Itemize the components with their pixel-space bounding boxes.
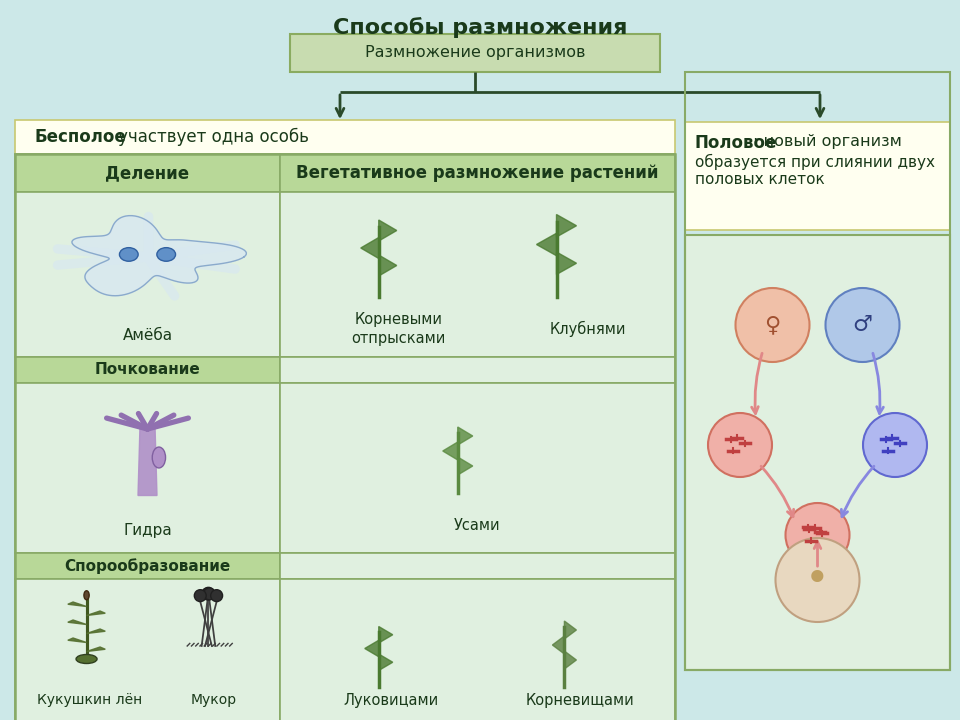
- Bar: [15, 120, 675, 154]
- Bar: [280, 192, 675, 357]
- Polygon shape: [564, 621, 576, 639]
- Text: Корневыми
отпрысками: Корневыми отпрысками: [351, 312, 445, 346]
- Polygon shape: [379, 626, 393, 643]
- Bar: [290, 34, 660, 72]
- Text: половых клеток: половых клеток: [695, 172, 825, 187]
- Text: Половое: Половое: [695, 134, 778, 152]
- Polygon shape: [537, 233, 557, 256]
- Text: ♂: ♂: [852, 315, 873, 335]
- Polygon shape: [361, 238, 379, 258]
- Ellipse shape: [84, 590, 89, 600]
- Bar: [280, 383, 675, 553]
- Bar: [685, 122, 950, 230]
- Circle shape: [776, 538, 859, 622]
- Text: Спорообразование: Спорообразование: [64, 558, 230, 574]
- Text: Гидра: Гидра: [123, 523, 172, 539]
- Bar: [280, 579, 675, 720]
- Text: : участвует одна особь: : участвует одна особь: [107, 128, 309, 146]
- Circle shape: [826, 288, 900, 362]
- Circle shape: [210, 590, 223, 602]
- Polygon shape: [557, 252, 577, 274]
- Ellipse shape: [153, 447, 165, 468]
- Polygon shape: [552, 636, 564, 654]
- Circle shape: [708, 413, 772, 477]
- Text: Мукор: Мукор: [191, 693, 237, 707]
- Polygon shape: [458, 457, 472, 475]
- Bar: [15, 579, 280, 720]
- Bar: [280, 154, 675, 192]
- Bar: [280, 553, 675, 579]
- Bar: [15, 383, 280, 553]
- Text: •: •: [805, 559, 829, 601]
- Bar: [685, 72, 950, 670]
- Bar: [280, 357, 675, 383]
- Polygon shape: [379, 654, 393, 670]
- Text: Почкование: Почкование: [95, 362, 201, 377]
- Polygon shape: [86, 629, 106, 634]
- Bar: [15, 154, 675, 720]
- Polygon shape: [138, 429, 157, 495]
- Polygon shape: [68, 638, 86, 642]
- Text: Клубнями: Клубнями: [550, 321, 626, 337]
- Polygon shape: [68, 602, 86, 606]
- Text: Способы размножения: Способы размножения: [333, 17, 627, 38]
- Circle shape: [203, 588, 214, 599]
- Text: : новый организм: : новый организм: [753, 134, 901, 149]
- Text: Бесполое: Бесполое: [35, 128, 127, 146]
- Text: Корневищами: Корневищами: [526, 693, 635, 708]
- Text: Деление: Деление: [106, 164, 189, 182]
- Polygon shape: [379, 255, 396, 276]
- Circle shape: [863, 413, 927, 477]
- Polygon shape: [72, 216, 247, 296]
- Polygon shape: [86, 611, 106, 616]
- Circle shape: [785, 503, 850, 567]
- Circle shape: [204, 588, 215, 600]
- Text: Усами: Усами: [454, 518, 501, 533]
- Text: Размножение организмов: Размножение организмов: [365, 45, 586, 60]
- Circle shape: [735, 288, 809, 362]
- Bar: [15, 553, 280, 579]
- Circle shape: [194, 590, 206, 602]
- Ellipse shape: [76, 654, 97, 664]
- Text: Вегетативное размножение растений: Вегетативное размножение растений: [297, 164, 659, 182]
- Polygon shape: [564, 651, 576, 669]
- Text: Кукушкин лён: Кукушкин лён: [36, 693, 142, 707]
- Ellipse shape: [156, 248, 176, 261]
- Polygon shape: [557, 215, 577, 237]
- Text: Амёба: Амёба: [123, 328, 173, 343]
- Ellipse shape: [119, 248, 138, 261]
- Polygon shape: [86, 647, 106, 652]
- Polygon shape: [68, 620, 86, 624]
- Bar: [15, 192, 280, 357]
- Bar: [15, 154, 280, 192]
- Bar: [685, 235, 950, 670]
- Polygon shape: [458, 427, 472, 445]
- Circle shape: [202, 588, 213, 600]
- Polygon shape: [365, 640, 379, 657]
- Polygon shape: [379, 220, 396, 241]
- Text: образуется при слиянии двух: образуется при слиянии двух: [695, 154, 935, 170]
- Text: ♀: ♀: [764, 315, 780, 335]
- Bar: [15, 357, 280, 383]
- Polygon shape: [443, 442, 458, 460]
- Text: Луковицами: Луковицами: [343, 693, 438, 708]
